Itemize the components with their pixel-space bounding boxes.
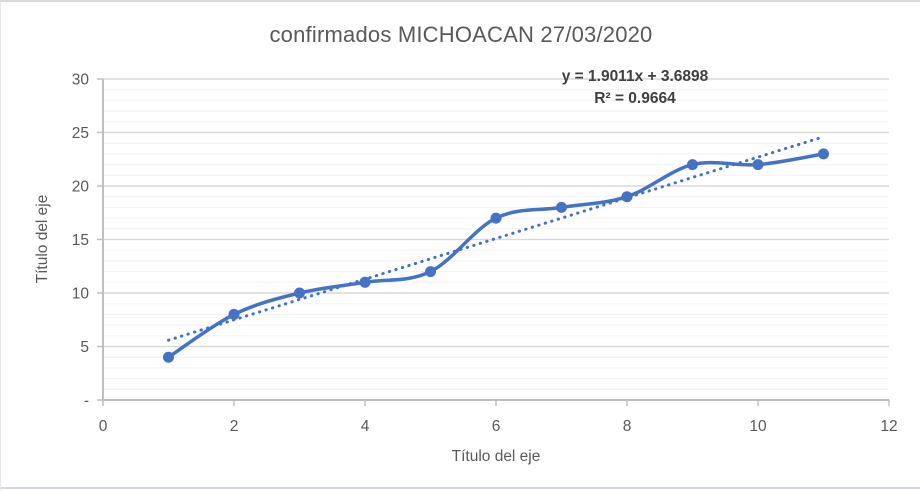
y-tick-label: 25	[72, 125, 89, 142]
trendline-label: y = 1.9011x + 3.6898 R² = 0.9664	[479, 66, 791, 110]
y-axis-title: Título del eje	[34, 194, 51, 284]
y-tick-label: 15	[72, 232, 89, 249]
data-point-marker	[490, 212, 502, 224]
y-tick-label: -	[84, 393, 89, 410]
data-point-marker	[359, 276, 371, 288]
data-point-marker	[818, 148, 829, 160]
y-tick-label: 5	[80, 339, 89, 356]
x-tick-label: 0	[99, 418, 108, 435]
chart-title: confirmados MICHOACAN 27/03/2020	[269, 22, 653, 47]
y-tick-label: 30	[72, 72, 90, 89]
x-tick-label: 12	[880, 418, 897, 435]
data-point-marker	[752, 159, 764, 171]
sheet-bottom-border	[1, 487, 920, 489]
trendline-r-squared: R² = 0.9664	[594, 90, 676, 107]
data-point-marker	[425, 266, 436, 278]
data-point-marker	[556, 201, 567, 213]
y-tick-label: 20	[72, 179, 90, 196]
trendline	[167, 135, 825, 342]
data-point-marker	[687, 159, 698, 171]
x-tick-label: 8	[623, 418, 632, 435]
x-tick-label: 10	[749, 418, 767, 435]
data-point-marker	[228, 308, 240, 320]
trendline-equation: y = 1.9011x + 3.6898	[561, 68, 709, 85]
y-tick-label: 10	[72, 286, 90, 303]
x-tick-label: 2	[230, 418, 239, 435]
x-tick-label: 4	[361, 418, 370, 435]
data-series-line	[166, 152, 826, 359]
data-point-marker	[294, 287, 305, 299]
data-point-marker	[621, 191, 633, 203]
x-tick-label: 6	[492, 418, 501, 435]
data-point-marker	[163, 351, 174, 363]
x-axis-title: Título del eje	[451, 448, 541, 465]
